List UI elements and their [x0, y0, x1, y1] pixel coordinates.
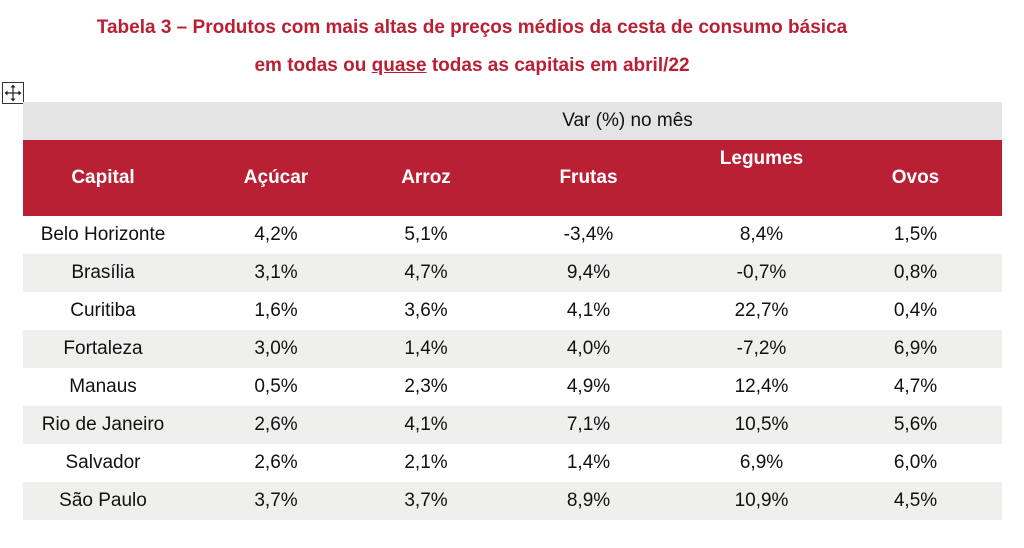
value-cell: 4,9% [566, 376, 611, 397]
value-cell: 5,1% [404, 224, 448, 245]
table-row: Salvador 2,6% 2,1% 1,4% 6,9% 6,0% [23, 444, 1002, 482]
table-row: Rio de Janeiro 2,6% 4,1% 7,1% 10,5% 5,6% [23, 406, 1002, 444]
price-variation-table: Var (%) no mês Capital Açúcar Arroz Frutas L… [23, 102, 1002, 520]
table-row: Manaus 0,5% 2,3% 4,9% 12,4% 4,7% [23, 368, 1002, 406]
value-cell: 5,6% [893, 414, 938, 435]
capital-cell: Manaus [69, 376, 137, 397]
group-header-label: Var (%) no mês [562, 110, 693, 131]
column-header: Açúcar [243, 167, 309, 188]
value-cell: 8,9% [566, 490, 611, 511]
value-cell: 8,4% [739, 224, 784, 245]
column-header: Frutas [559, 167, 618, 188]
value-cell: 6,0% [893, 452, 938, 473]
capital-cell: Fortaleza [63, 338, 143, 359]
column-header: Legumes [719, 148, 804, 169]
table-title-line-1: Tabela 3 – Produtos com mais altas de pr… [96, 17, 848, 38]
value-cell: 1,6% [254, 300, 298, 321]
value-cell: 4,7% [893, 376, 938, 397]
table-title-line-2: em todas ou quase todas as capitais em a… [0, 54, 944, 78]
value-cell: 4,7% [404, 262, 448, 283]
column-header-row: Capital Açúcar Arroz Frutas Legumes Ovos [23, 140, 1002, 216]
value-cell: 2,6% [254, 414, 298, 435]
capital-cell: Curitiba [70, 300, 136, 321]
group-header-row: Var (%) no mês [23, 102, 1002, 140]
value-cell: 2,3% [404, 376, 448, 397]
value-cell: 4,1% [566, 300, 611, 321]
capital-cell: Rio de Janeiro [41, 414, 165, 435]
column-header: Capital [71, 167, 135, 188]
value-cell: 0,4% [893, 300, 938, 321]
capital-cell: São Paulo [59, 490, 147, 511]
value-cell: 3,1% [254, 262, 298, 283]
value-cell: 12,4% [734, 376, 789, 397]
value-cell: 9,4% [566, 262, 611, 283]
value-cell: 3,7% [254, 490, 298, 511]
value-cell: 0,8% [893, 262, 938, 283]
value-cell: -7,2% [736, 338, 787, 359]
table-row: Fortaleza 3,0% 1,4% 4,0% -7,2% 6,9% [23, 330, 1002, 368]
value-cell: 4,0% [566, 338, 611, 359]
value-cell: 7,1% [566, 414, 611, 435]
value-cell: 0,5% [254, 376, 298, 397]
value-cell: 3,7% [404, 490, 448, 511]
column-header: Arroz [401, 167, 451, 188]
table-row: São Paulo 3,7% 3,7% 8,9% 10,9% 4,5% [23, 482, 1002, 520]
title-line-2-end: todas as capitais em abril/22 [426, 55, 690, 76]
capital-cell: Belo Horizonte [40, 224, 166, 245]
four-way-arrow-icon[interactable] [2, 82, 24, 104]
value-cell: 22,7% [734, 300, 789, 321]
title-underlined-word: quase [371, 55, 427, 76]
column-header: Ovos [891, 167, 940, 188]
table-row: Belo Horizonte 4,2% 5,1% -3,4% 8,4% 1,5% [23, 216, 1002, 254]
table-row: Brasília 3,1% 4,7% 9,4% -0,7% 0,8% [23, 254, 1002, 292]
value-cell: -3,4% [563, 224, 614, 245]
value-cell: 3,0% [254, 338, 298, 359]
value-cell: 6,9% [893, 338, 938, 359]
table-body: Belo Horizonte 4,2% 5,1% -3,4% 8,4% 1,5% Brasí… [23, 216, 1002, 520]
value-cell: 4,2% [254, 224, 298, 245]
value-cell: 2,6% [254, 452, 298, 473]
value-cell: 1,5% [893, 224, 938, 245]
value-cell: 2,1% [404, 452, 448, 473]
value-cell: 10,9% [734, 490, 789, 511]
value-cell: 4,1% [404, 414, 448, 435]
capital-cell: Salvador [65, 452, 141, 473]
value-cell: 1,4% [404, 338, 448, 359]
table-row: Curitiba 1,6% 3,6% 4,1% 22,7% 0,4% [23, 292, 1002, 330]
capital-cell: Brasília [71, 262, 135, 283]
value-cell: 10,5% [734, 414, 789, 435]
value-cell: 4,5% [893, 490, 938, 511]
value-cell: 3,6% [404, 300, 448, 321]
title-line-2-start: em todas ou [254, 55, 372, 76]
value-cell: 6,9% [739, 452, 784, 473]
value-cell: -0,7% [736, 262, 787, 283]
value-cell: 1,4% [566, 452, 611, 473]
